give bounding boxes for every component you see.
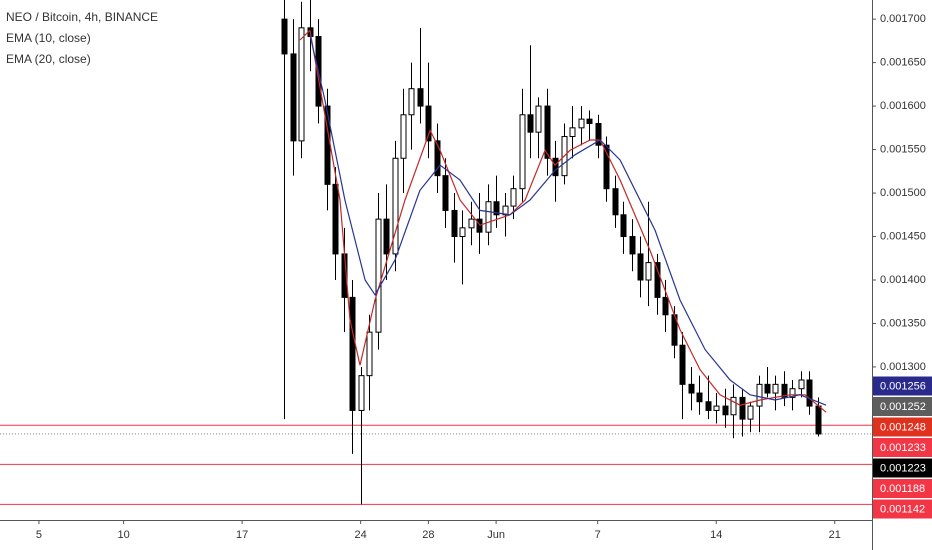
- x-tick-label: 5: [36, 529, 42, 541]
- candle-body: [578, 118, 585, 129]
- y-tick-label: 0.001650: [880, 57, 926, 69]
- candle-body: [544, 105, 551, 159]
- candle-body: [468, 218, 475, 229]
- candle-body: [358, 375, 365, 411]
- candle-body: [569, 127, 576, 138]
- x-tick-label: 14: [710, 529, 722, 541]
- candle-body: [459, 227, 466, 238]
- candle-body: [281, 18, 288, 55]
- price-tag-label: 0.001248: [880, 421, 926, 433]
- y-tick-label: 0.001600: [880, 100, 926, 112]
- price-tag: [873, 458, 932, 478]
- candle-body: [722, 405, 729, 416]
- candle-body: [739, 396, 746, 420]
- candle-body: [408, 88, 415, 116]
- y-tick-label: 0.001450: [880, 230, 926, 242]
- candle-body: [485, 201, 492, 233]
- y-tick-label: 0.001300: [880, 361, 926, 373]
- candle-body: [679, 344, 686, 385]
- x-tick-label: 10: [117, 529, 129, 541]
- candle-body: [806, 379, 813, 407]
- candle-body: [392, 157, 399, 255]
- candle-body: [493, 201, 500, 216]
- candle-body: [603, 144, 610, 190]
- y-tick-label: 0.001550: [880, 143, 926, 155]
- price-tag: [873, 499, 932, 519]
- candle-body: [434, 140, 441, 177]
- candle-body: [298, 27, 305, 142]
- candle-body: [586, 118, 593, 124]
- candle-body: [798, 379, 805, 390]
- y-tick-label: 0.001500: [880, 187, 926, 199]
- plot-area: [0, 0, 872, 505]
- ema-line: [299, 29, 827, 413]
- candle-body: [595, 122, 602, 146]
- candle-body: [688, 383, 695, 394]
- price-tag: [873, 397, 932, 416]
- candle-body: [637, 253, 644, 281]
- x-tick-label: 21: [829, 529, 841, 541]
- candle-body: [535, 105, 542, 133]
- price-tag: [873, 376, 932, 396]
- candle-body: [730, 396, 737, 416]
- price-tag: [873, 479, 932, 498]
- chart-title: NEO / Bitcoin, 4h, BINANCE: [6, 10, 158, 24]
- candle-body: [502, 205, 509, 216]
- candle-body: [290, 53, 297, 142]
- legend-entry: EMA (20, close): [6, 52, 91, 66]
- price-tag-label: 0.001188: [880, 483, 925, 495]
- candle-body: [662, 296, 669, 316]
- price-tag: [873, 438, 932, 457]
- price-tag: [873, 417, 932, 437]
- candle-body: [696, 392, 703, 403]
- candle-body: [713, 405, 720, 411]
- candle-body: [612, 188, 619, 216]
- candle-body: [400, 114, 407, 159]
- candle-body: [349, 296, 356, 411]
- y-tick-label: 0.001700: [880, 13, 926, 25]
- x-tick-label: 17: [236, 529, 248, 541]
- candle-body: [552, 157, 559, 177]
- candle-body: [747, 405, 754, 420]
- candle-body: [519, 114, 526, 190]
- candle-body: [332, 183, 339, 255]
- candle-body: [383, 218, 390, 255]
- candle-body: [705, 401, 712, 411]
- candle-body: [476, 218, 483, 233]
- price-tags: 0.001256 0.001252 0.001248 0.001233 0.001223…: [873, 376, 932, 519]
- candle-body: [425, 105, 432, 142]
- price-tag-label: 0.001256: [880, 380, 926, 392]
- candle-body: [366, 331, 373, 377]
- x-tick-label: Jun: [487, 529, 505, 541]
- candle-body: [417, 88, 424, 107]
- candle-body: [375, 218, 382, 333]
- candle-body: [510, 188, 517, 207]
- x-tick-label: 28: [422, 529, 434, 541]
- price-tag-label: 0.001223: [880, 462, 926, 474]
- candle-body: [781, 383, 788, 398]
- candle-body: [620, 214, 627, 238]
- candle-body: [442, 175, 449, 211]
- x-tick-label: 24: [355, 529, 367, 541]
- price-tag-label: 0.001142: [880, 503, 925, 515]
- candle-body: [756, 383, 763, 407]
- candle-body: [645, 262, 652, 281]
- legend-entry: EMA (10, close): [6, 31, 91, 45]
- candle-body: [527, 114, 534, 133]
- candle-body: [772, 383, 779, 394]
- candle-body: [789, 388, 796, 398]
- y-tick-label: 0.001350: [880, 317, 926, 329]
- price-tag-label: 0.001252: [880, 401, 926, 413]
- candle-body: [764, 383, 771, 394]
- price-tag-label: 0.001233: [880, 442, 926, 454]
- ema-line: [309, 34, 827, 406]
- x-tick-label: 7: [595, 529, 601, 541]
- y-tick-label: 0.001400: [880, 274, 926, 286]
- candle-body: [629, 236, 636, 255]
- candle-body: [451, 209, 458, 238]
- candle-body: [654, 262, 661, 298]
- candle-body: [815, 405, 822, 435]
